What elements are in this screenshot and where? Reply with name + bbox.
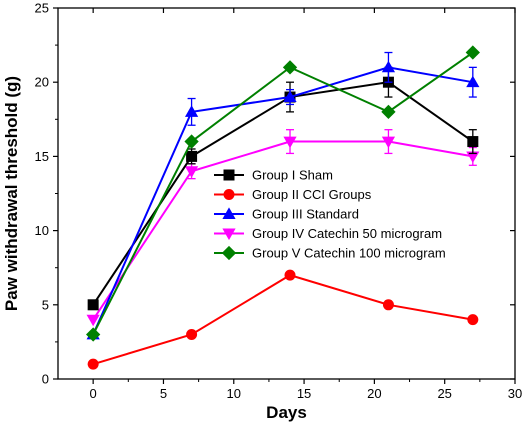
y-tick-label: 0 xyxy=(42,372,49,387)
legend-label: Group IV Catechin 50 microgram xyxy=(252,226,442,241)
data-point xyxy=(86,327,101,342)
data-point xyxy=(87,358,99,370)
y-tick-label: 20 xyxy=(35,75,49,90)
x-tick-label: 10 xyxy=(227,386,241,401)
data-point xyxy=(186,328,198,340)
data-point xyxy=(184,166,199,178)
data-point xyxy=(467,314,479,326)
data-point xyxy=(186,150,198,162)
data-point xyxy=(184,134,199,149)
legend-marker xyxy=(222,207,236,219)
series-group xyxy=(86,51,480,340)
data-point xyxy=(466,75,480,88)
legend-marker xyxy=(223,189,235,200)
data-point xyxy=(283,136,297,149)
data-point xyxy=(282,60,298,75)
series-layer xyxy=(86,45,480,370)
data-point xyxy=(283,90,297,102)
x-tick-label: 0 xyxy=(90,386,97,401)
legend-marker xyxy=(222,228,236,241)
x-axis-title: Days xyxy=(266,403,307,422)
y-tick-label: 15 xyxy=(35,149,49,164)
data-point xyxy=(184,105,199,117)
data-point xyxy=(284,269,296,281)
y-tick-label: 5 xyxy=(42,297,49,312)
data-point xyxy=(465,45,480,60)
x-axis: 0 5 10 15 20 25 30 xyxy=(90,8,522,401)
legend-label: Group V Catechin 100 microgram xyxy=(252,246,446,261)
y-tick-label: 25 xyxy=(35,1,49,16)
x-tick-label: 15 xyxy=(297,386,311,401)
x-tick-label: 25 xyxy=(437,386,451,401)
legend-marker xyxy=(223,169,235,181)
data-point xyxy=(381,104,396,120)
y-axis: 0 5 10 15 20 25 xyxy=(35,1,515,387)
data-point xyxy=(382,299,394,311)
legend-label: Group III Standard xyxy=(252,207,359,222)
data-point xyxy=(381,136,396,149)
x-tick-label: 20 xyxy=(367,386,381,401)
series-group xyxy=(86,45,480,342)
data-point xyxy=(467,136,479,148)
legend-label: Group I Sham xyxy=(252,168,333,183)
data-point xyxy=(86,314,100,327)
y-tick-label: 10 xyxy=(35,223,49,238)
series-line xyxy=(92,274,473,366)
x-tick-label: 5 xyxy=(160,386,167,401)
series-group xyxy=(86,129,480,327)
legend-marker xyxy=(221,245,237,261)
series-group xyxy=(87,269,479,370)
y-axis-title: Paw withdrawal threshold (g) xyxy=(2,76,21,311)
x-tick-label: 30 xyxy=(508,386,522,401)
data-point xyxy=(466,151,480,163)
legend: Group I Sham Group II CCI Groups Group III… xyxy=(214,168,446,261)
data-point xyxy=(381,60,396,73)
legend-label: Group II CCI Groups xyxy=(252,187,372,202)
data-point xyxy=(87,299,99,311)
